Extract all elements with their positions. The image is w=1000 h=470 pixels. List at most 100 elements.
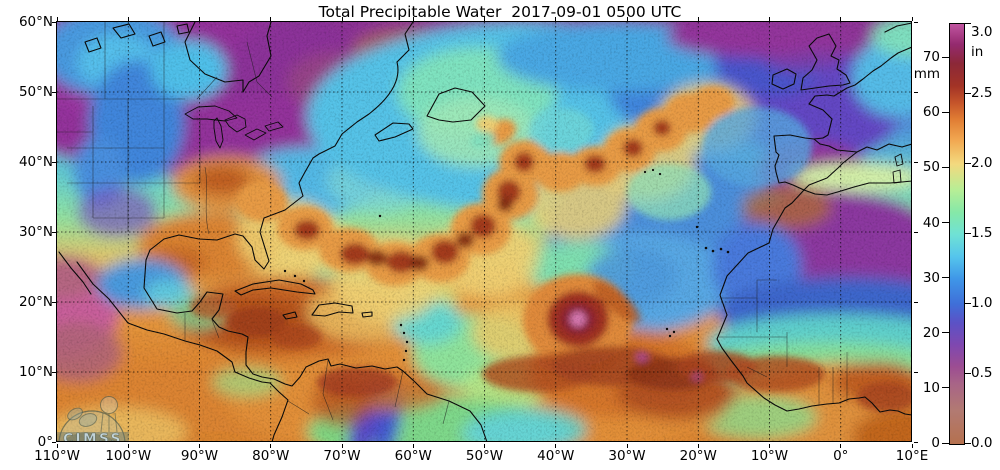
axis-tick [52,371,56,373]
axis-tick [913,301,918,303]
colorbar-mm-tick-label: 70 [922,49,940,66]
axis-tick [840,17,842,21]
axis-tick [913,441,918,443]
axis-tick [964,162,971,164]
axis-tick [840,443,842,448]
axis-tick [964,232,971,234]
lat-axis-label: 10°N [18,364,53,380]
colorbar-in-tick-label: 0.5 [971,365,993,381]
page-title: Total Precipitable Water 2017-09-01 0500… [318,3,682,21]
axis-tick [697,17,699,21]
lat-axis-label: 50°N [18,84,53,100]
lon-axis-label: 100°W [105,448,152,464]
colorbar-in-tick-label: 1.0 [971,295,993,311]
lon-axis-label: 110°W [34,448,80,464]
cimss-watermark-text: CIMSS [63,431,123,442]
axis-tick [52,231,56,233]
island-dots [283,168,730,362]
lon-axis-label: 50°W [465,448,504,464]
axis-tick [964,442,971,444]
colorbar-in-tick-label: 2.5 [971,85,993,101]
colorbar-mm-tick-label: 60 [922,104,940,121]
lon-axis-label: 10°W [750,448,789,464]
axis-tick [52,441,56,443]
axis-tick [913,371,918,373]
colorbar-in-tick-label: 3.0 [971,24,993,40]
axis-tick [341,17,343,21]
lat-axis-label: 20°N [18,294,53,310]
axis-tick [913,91,918,93]
map-frame [56,21,912,442]
axis-tick [484,443,485,448]
axis-tick [964,302,971,304]
cimss-logo: CIMSS [57,396,129,442]
axis-tick [942,166,949,168]
axis-tick [911,443,913,448]
lat-axis-label: 0° [37,434,53,450]
lon-axis-label: 90°W [180,448,219,464]
axis-tick [942,56,949,58]
axis-tick [341,443,343,448]
axis-tick [913,231,918,233]
lon-axis-label: 10°E [895,448,929,464]
axis-tick [964,23,971,24]
axis-tick [942,442,949,444]
lon-axis-label: 60°W [394,448,432,464]
axis-tick [942,332,949,334]
lon-axis-label: 30°W [608,448,646,464]
axis-tick [127,17,129,21]
colorbar-mm-tick-label: 30 [922,269,940,286]
axis-tick [555,17,557,21]
axis-tick [942,222,949,224]
axis-tick [942,277,949,279]
axis-tick [697,443,699,448]
lon-axis-label: 20°W [679,448,717,464]
lon-axis-label: 70°W [323,448,361,464]
axis-tick [626,17,628,21]
axis-tick [913,21,918,23]
axis-tick [199,17,200,21]
lat-axis-label: 40°N [18,154,53,170]
coastlines [58,22,912,442]
axis-tick [911,17,913,21]
axis-tick [199,443,200,448]
colorbar-mm-tick-label: 40 [922,214,940,231]
axis-tick [942,111,949,113]
map-plot: CIMSS [57,22,912,442]
axis-tick [56,443,58,448]
lat-axis-label: 30°N [18,224,53,240]
axis-tick [964,92,971,94]
axis-tick [270,17,272,21]
axis-tick [52,301,56,303]
axis-tick [964,372,971,374]
axis-tick [769,17,770,21]
colorbar-in-tick-label: 1.5 [971,225,993,241]
axis-tick [913,161,918,163]
colorbar-in-tick-label: 0.0 [971,435,993,451]
graticule [57,22,912,442]
axis-tick [127,443,129,448]
colorbar-mm-tick-label: 20 [922,324,940,341]
lat-axis-label: 60°N [18,14,53,30]
colorbar-mm-tick-label: 0 [931,435,940,451]
colorbar-mm-tick-label: 50 [922,159,940,176]
colorbar [949,23,965,445]
axis-tick [942,387,949,389]
axis-tick [412,17,414,21]
colorbar-mm-unit: mm [913,66,940,82]
axis-tick [56,17,58,21]
colorbar-in-unit: in [971,44,984,60]
colorbar-in-tick-label: 2.0 [971,155,993,171]
axis-tick [52,91,56,93]
political-borders [57,22,848,425]
axis-tick [412,443,414,448]
axis-tick [52,161,56,163]
lon-axis-label: 40°W [537,448,575,464]
axis-tick [270,443,272,448]
axis-tick [626,443,628,448]
axis-tick [769,443,770,448]
axis-tick [484,17,485,21]
lon-axis-label: 80°W [252,448,290,464]
axis-tick [555,443,557,448]
